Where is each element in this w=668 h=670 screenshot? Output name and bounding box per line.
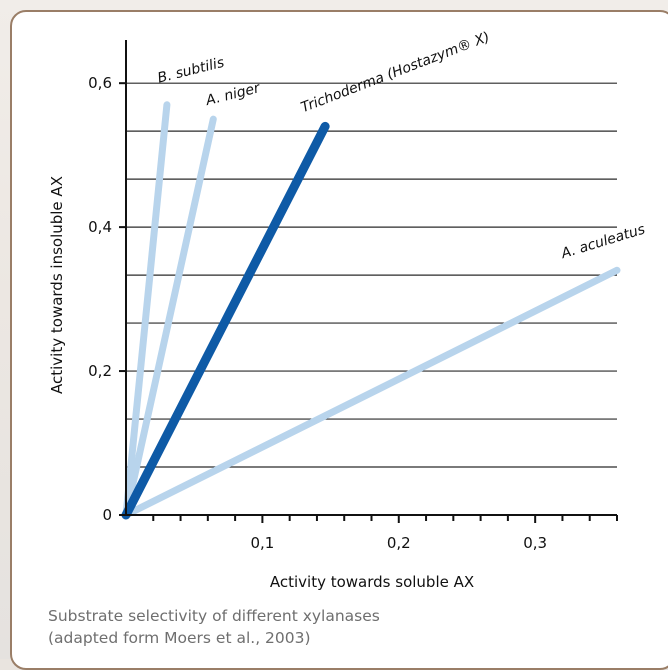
series-line-4 xyxy=(121,121,330,520)
series-line-2 xyxy=(122,115,217,519)
grid-lines xyxy=(126,82,617,468)
caption-line-2: (adapted form Moers et al., 2003) xyxy=(48,629,311,647)
series-lines xyxy=(121,101,621,520)
series-label-4: Trichoderma (Hostazym® X) xyxy=(299,29,492,116)
y-axis-title: Activity towards insoluble AX xyxy=(48,176,66,394)
x-tick-label: 0,1 xyxy=(250,534,274,552)
y-tick-label: 0 xyxy=(102,506,112,524)
series-label-1: B. subtilis xyxy=(156,55,226,87)
caption-line-1: Substrate selectivity of different xylan… xyxy=(48,607,380,625)
tick-marks: 0,1 0,2 0,3 0 0,2 0,4 0,6 xyxy=(88,74,618,552)
axes xyxy=(125,40,617,516)
y-tick-label: 0,6 xyxy=(88,74,112,92)
x-tick-label: 0,3 xyxy=(523,534,547,552)
series-label-2: A. niger xyxy=(203,80,262,109)
x-axis-title: Activity towards soluble AX xyxy=(270,573,474,591)
figure-caption: Substrate selectivity of different xylan… xyxy=(48,605,380,649)
chart-card xyxy=(10,10,668,670)
y-tick-label: 0,2 xyxy=(88,362,112,380)
y-tick-label: 0,4 xyxy=(88,218,112,236)
series-line-1 xyxy=(122,101,171,519)
series-line-3 xyxy=(122,266,621,519)
x-tick-label: 0,2 xyxy=(387,534,411,552)
